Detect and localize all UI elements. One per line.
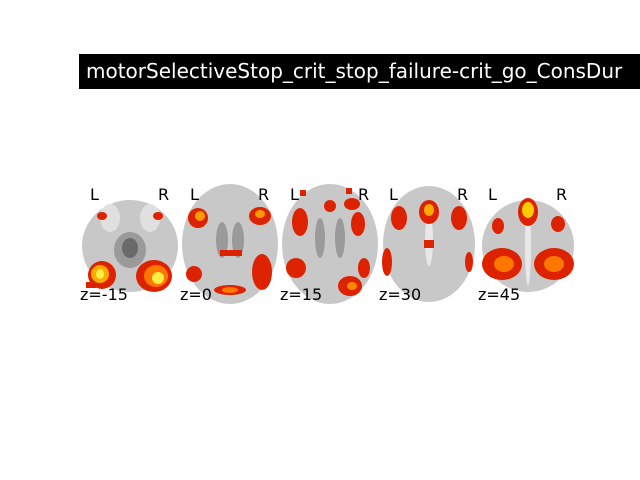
- brain-slice-z-0: L R z=0: [180, 178, 280, 310]
- orientation-left-label: L: [290, 185, 299, 204]
- orientation-right-label: R: [258, 185, 270, 204]
- brain-slice-image: [182, 184, 278, 304]
- slice-z-label: z=-15: [80, 285, 128, 304]
- brain-slice-z-15: L R z=15: [280, 178, 380, 310]
- orientation-left-label: L: [389, 185, 398, 204]
- orientation-left-label: L: [190, 185, 199, 204]
- brain-slice-z-minus15: L R z=-15: [80, 178, 180, 310]
- brain-slice-image: [382, 186, 475, 302]
- slice-z-label: z=0: [180, 285, 212, 304]
- slice-z-label: z=30: [379, 285, 422, 304]
- brain-slice-image: [482, 198, 574, 292]
- slice-z-label: z=15: [280, 285, 323, 304]
- orientation-right-label: R: [457, 185, 469, 204]
- figure-title: motorSelectiveStop_crit_stop_failure-cri…: [86, 59, 623, 83]
- orientation-right-label: R: [556, 185, 568, 204]
- brain-slice-image: [82, 200, 178, 292]
- orientation-left-label: L: [488, 185, 497, 204]
- orientation-right-label: R: [158, 185, 170, 204]
- figure-title-bar: motorSelectiveStop_crit_stop_failure-cri…: [79, 54, 640, 89]
- orientation-left-label: L: [90, 185, 99, 204]
- slice-z-label: z=45: [478, 285, 521, 304]
- orientation-right-label: R: [358, 185, 370, 204]
- brain-slice-z-30: L R z=30: [379, 178, 479, 310]
- brain-slice-z-45: L R z=45: [478, 178, 578, 310]
- brain-slice-image: [282, 184, 378, 304]
